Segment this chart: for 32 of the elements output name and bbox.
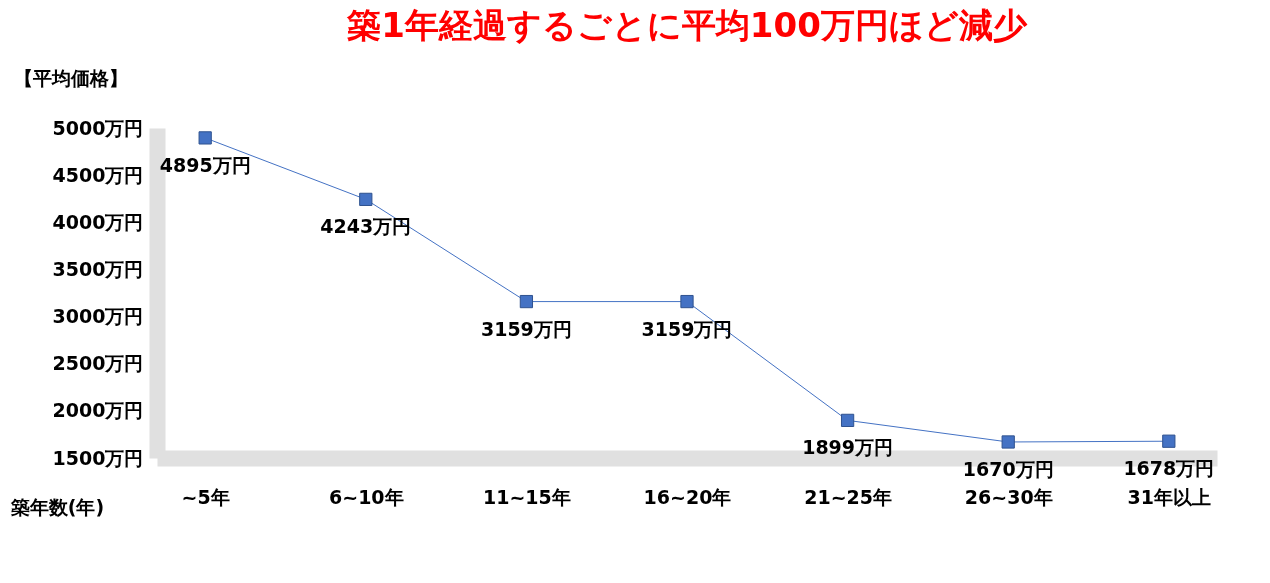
data-label: 3159万円 <box>480 317 572 340</box>
data-label: 4243万円 <box>320 215 412 238</box>
data-label: 1670万円 <box>962 457 1054 480</box>
x-tick-label: 6~10年 <box>328 485 404 508</box>
data-label: 1678万円 <box>1123 457 1215 480</box>
x-tick-label: 16~20年 <box>643 485 732 508</box>
y-tick-label: 3000万円 <box>52 305 144 328</box>
y-tick-label: 2500万円 <box>52 352 144 375</box>
y-tick-label: 4000万円 <box>52 210 144 233</box>
point <box>519 294 534 309</box>
y-tick-label: 5000万円 <box>52 116 144 139</box>
x-tick-label: 31年以上 <box>1127 485 1212 508</box>
y-tick-label: 3500万円 <box>52 257 144 280</box>
point <box>680 294 694 309</box>
x-axis-title: 築年数(年) <box>9 495 105 518</box>
point <box>1001 435 1015 449</box>
y-tick-label: 1500万円 <box>52 446 144 469</box>
data-label: 4895万円 <box>159 153 251 176</box>
data-label: 1899万円 <box>802 436 894 459</box>
y-tick-label: 2000万円 <box>52 399 144 422</box>
data-label: 3159万円 <box>641 317 733 340</box>
y-tick-label: 4500万円 <box>52 163 144 186</box>
y-axis-title: 【平均価格】 <box>13 66 128 89</box>
point <box>840 413 855 427</box>
point <box>359 192 373 206</box>
x-tick-label: 21~25年 <box>804 485 893 508</box>
x-tick-label: ~5年 <box>181 485 230 508</box>
chart-title: 築1年経過するごとに平均100万円ほど減少 <box>346 5 1028 45</box>
point <box>198 131 212 145</box>
x-tick-label: 11~15年 <box>482 485 571 508</box>
x-tick-label: 26~30年 <box>964 485 1053 508</box>
point <box>1162 434 1176 448</box>
